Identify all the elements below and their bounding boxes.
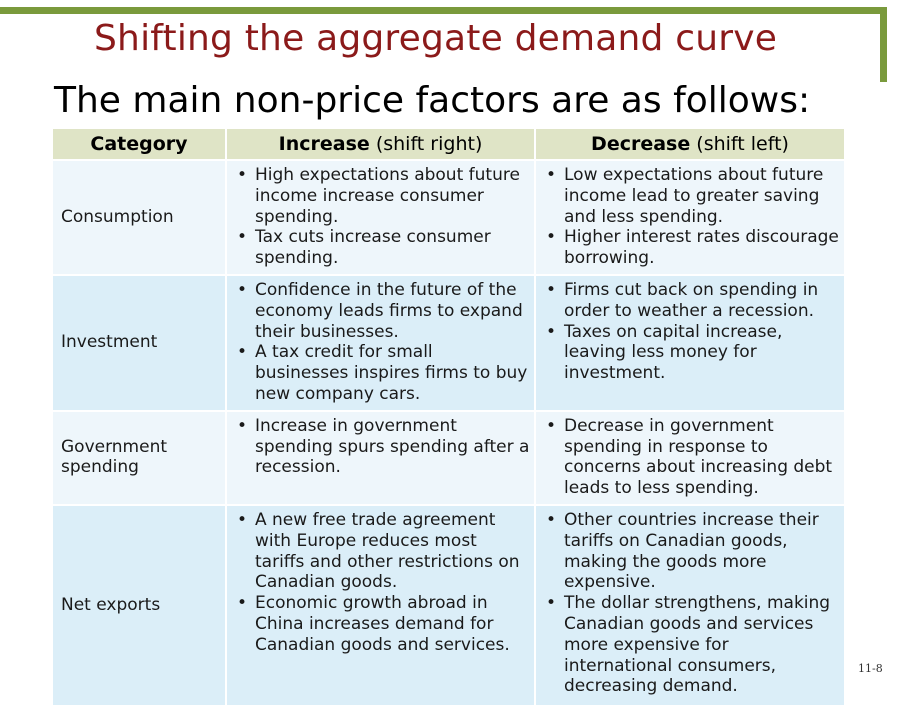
increase-cell: A new free trade agreement with Europe r… (226, 503, 536, 705)
category-cell: Consumption (53, 159, 227, 275)
header-category: Category (53, 129, 227, 160)
decrease-cell: Other countries increase their tariffs o… (535, 503, 846, 705)
table-row: Consumption High expectations about futu… (53, 159, 846, 275)
category-cell: Government spending (53, 409, 227, 505)
list-item: A tax credit for small businesses inspir… (237, 342, 530, 404)
slide-subtitle: The main non-price factors are as follow… (54, 80, 811, 121)
list-item: Tax cuts increase consumer spending. (237, 227, 530, 269)
increase-cell: Confidence in the future of the economy … (226, 273, 536, 411)
top-accent-bar (0, 7, 886, 14)
increase-cell: Increase in government spending spurs sp… (226, 409, 536, 505)
table-row: Net exports A new free trade agreement w… (53, 503, 846, 705)
header-decrease: Decrease (shift left) (535, 129, 846, 160)
category-cell: Investment (53, 273, 227, 411)
header-increase-rest: (shift right) (369, 133, 483, 155)
header-increase-bold: Increase (278, 133, 370, 155)
list-item: Decrease in government spending in respo… (546, 416, 840, 499)
list-item: High expectations about future income in… (237, 165, 530, 227)
list-item: Low expectations about future income lea… (546, 165, 840, 227)
slide-title: Shifting the aggregate demand curve (94, 18, 778, 59)
list-item: Taxes on capital increase, leaving less … (546, 322, 840, 384)
increase-cell: High expectations about future income in… (226, 159, 536, 275)
list-item: Confidence in the future of the economy … (237, 280, 530, 342)
header-increase: Increase (shift right) (226, 129, 536, 160)
header-decrease-bold: Decrease (591, 133, 691, 155)
slide-number: 11-8 (858, 662, 883, 675)
factors-table: Category Increase (shift right) Decrease… (53, 129, 846, 705)
list-item: A new free trade agreement with Europe r… (237, 510, 530, 593)
category-cell: Net exports (53, 503, 227, 705)
right-accent-bar (880, 7, 887, 82)
header-decrease-rest: (shift left) (690, 133, 789, 155)
list-item: Higher interest rates discourage borrowi… (546, 227, 840, 269)
list-item: Increase in government spending spurs sp… (237, 416, 530, 478)
decrease-cell: Firms cut back on spending in order to w… (535, 273, 846, 411)
decrease-cell: Decrease in government spending in respo… (535, 409, 846, 505)
table-header-row: Category Increase (shift right) Decrease… (53, 129, 846, 160)
list-item: Economic growth abroad in China increase… (237, 593, 530, 655)
table-row: Government spending Increase in governme… (53, 409, 846, 505)
decrease-cell: Low expectations about future income lea… (535, 159, 846, 275)
list-item: The dollar strengthens, making Canadian … (546, 593, 840, 697)
list-item: Firms cut back on spending in order to w… (546, 280, 840, 322)
list-item: Other countries increase their tariffs o… (546, 510, 840, 593)
table-row: Investment Confidence in the future of t… (53, 273, 846, 411)
